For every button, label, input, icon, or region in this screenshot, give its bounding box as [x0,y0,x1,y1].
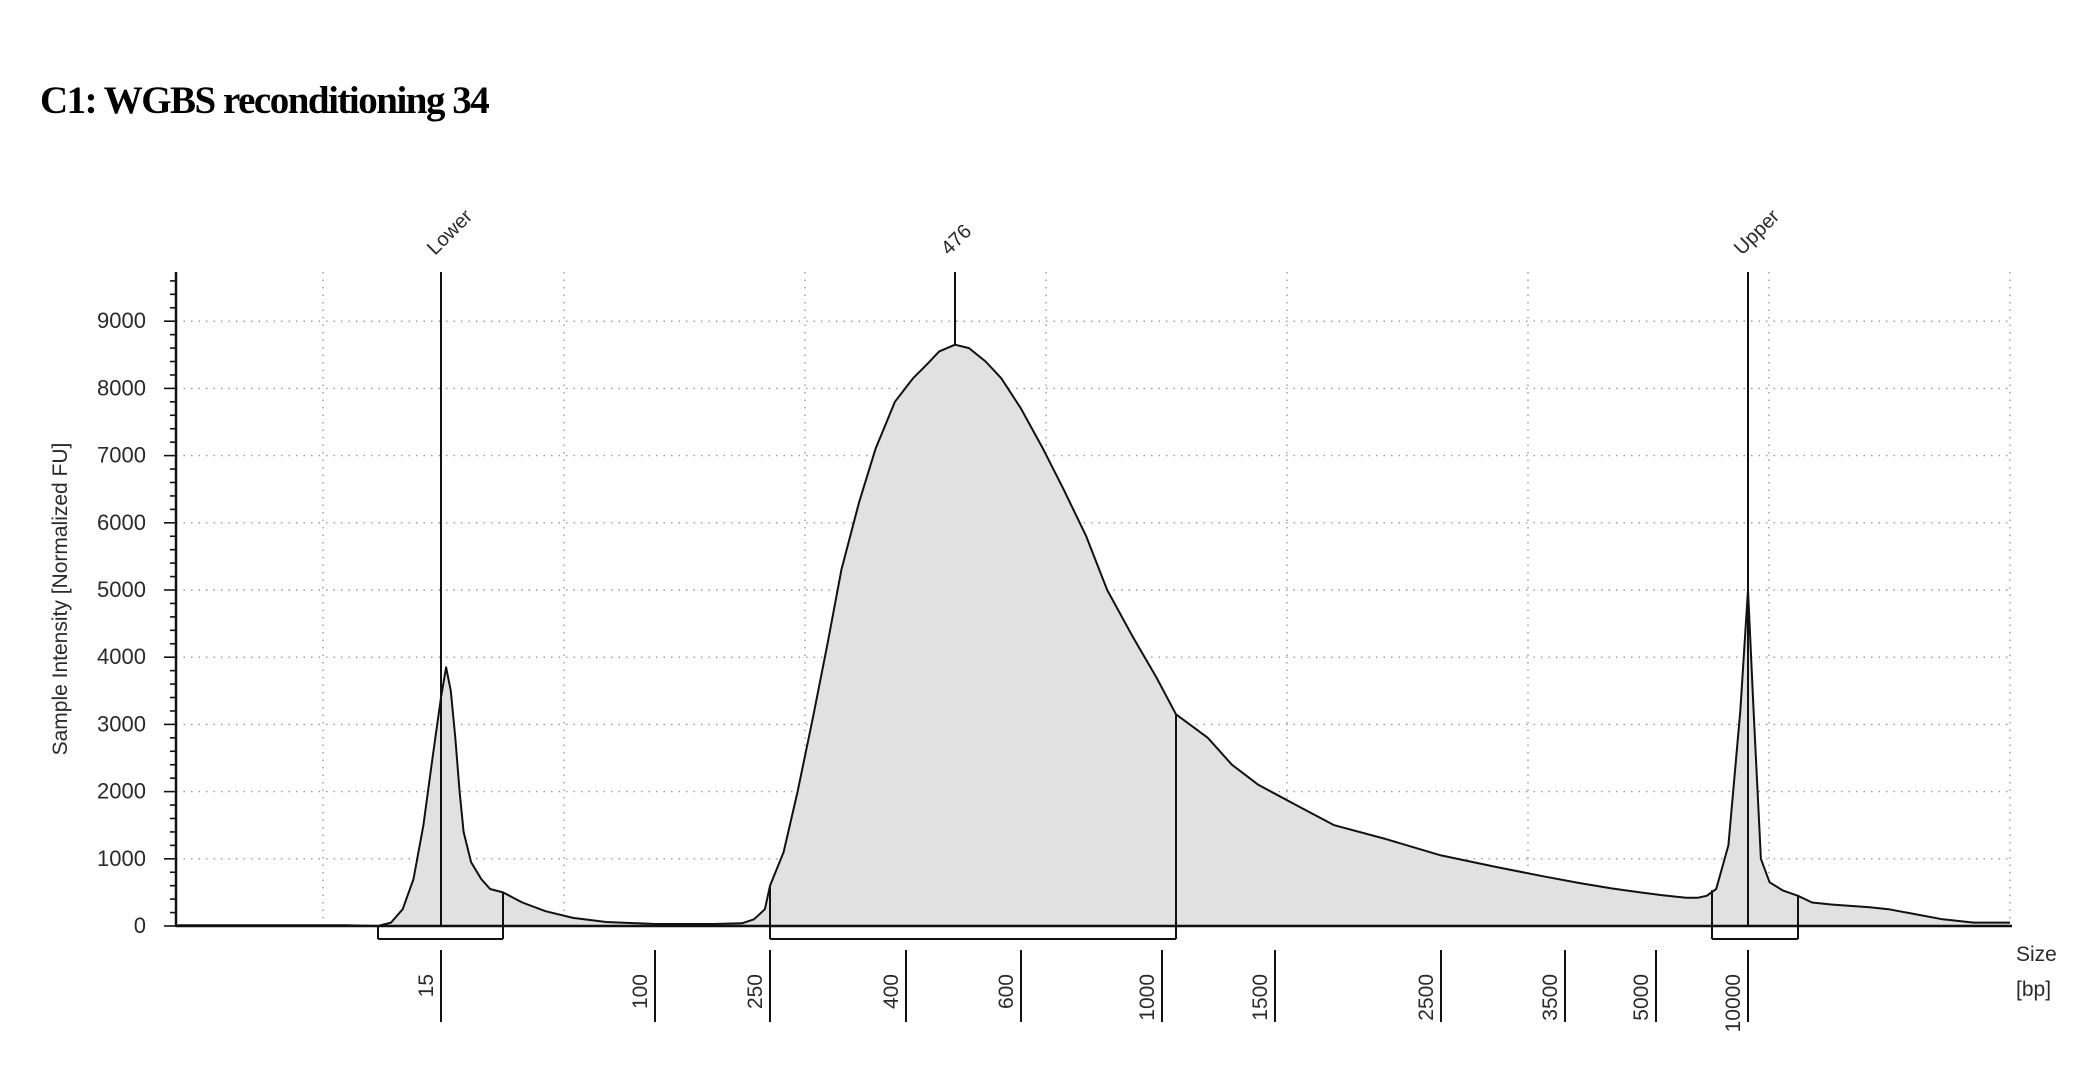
axes [164,272,2012,1022]
x-tick-label: 1000 [1136,974,1159,1021]
y-tick-label: 0 [134,913,146,938]
trace-fill [178,344,2010,926]
x-tick-label: 3500 [1539,974,1562,1021]
peak-annotations [440,272,1749,926]
x-tick-label: 5000 [1630,974,1653,1021]
y-tick-label: 8000 [97,375,146,400]
x-tick-label: 2500 [1415,974,1438,1021]
trace-line [178,343,2010,927]
chart-title: C1: WGBS reconditioning 34 [40,79,490,122]
y-axis-title: Sample Intensity [Normalized FU] [49,443,72,756]
x-tick-label: 10000 [1722,974,1745,1032]
y-tick-label: 7000 [97,443,146,468]
peak-label: 476 [937,220,976,259]
y-tick-label: 5000 [97,577,146,602]
x-tick-label: 1500 [1249,974,1272,1021]
y-tick-label: 1000 [97,846,146,871]
x-tick-label: 15 [415,974,438,997]
grid [176,272,2012,926]
x-tick-label: 600 [995,974,1018,1009]
y-tick-label: 4000 [97,644,146,669]
y-tick-label: 2000 [97,779,146,804]
x-tick-label: 400 [880,974,903,1009]
y-tick-label: 3000 [97,711,146,736]
x-tick-label: 100 [629,974,652,1009]
region-markers [377,714,1799,940]
x-axis-title: Size [2016,943,2057,966]
x-axis-unit: [bp] [2016,978,2051,1001]
peak-label: Upper [1730,205,1784,259]
trace-area [178,343,2010,927]
peak-label: Lower [423,205,477,259]
y-tick-label: 9000 [97,308,146,333]
y-tick-label: 6000 [97,510,146,535]
x-tick-label: 250 [744,974,767,1009]
